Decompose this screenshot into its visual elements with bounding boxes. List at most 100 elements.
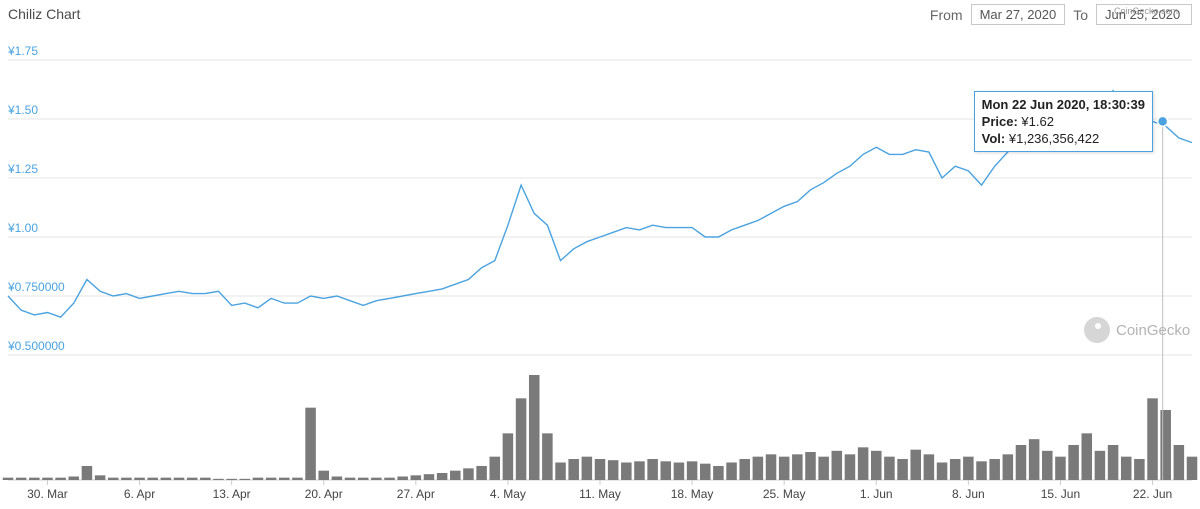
x-tick-label: 4. May xyxy=(490,487,526,501)
volume-bar xyxy=(831,450,843,480)
volume-bar xyxy=(476,466,487,480)
volume-bar xyxy=(581,456,593,480)
to-date-input[interactable]: Jun 25, 2020 xyxy=(1096,4,1192,25)
x-tick-label: 30. Mar xyxy=(27,487,68,501)
volume-bar xyxy=(897,459,908,480)
volume-bar xyxy=(252,477,264,480)
y-tick-label: ¥1.25 xyxy=(7,162,38,176)
volume-bar xyxy=(792,454,803,480)
volume-bar xyxy=(344,477,356,480)
volume-bar xyxy=(884,456,895,480)
volume-bar xyxy=(15,477,27,480)
volume-bar xyxy=(1173,445,1185,480)
volume-bar xyxy=(423,474,435,480)
volume-bar xyxy=(949,459,961,480)
volume-bar xyxy=(1186,456,1198,480)
x-tick-label: 18. May xyxy=(671,487,714,501)
volume-bar xyxy=(1068,445,1079,480)
x-tick-label: 27. Apr xyxy=(397,487,435,501)
tooltip-price-row: Price: ¥1.62 xyxy=(982,113,1145,130)
volume-bar xyxy=(436,473,448,480)
volume-bar xyxy=(226,478,237,480)
volume-bar xyxy=(1160,410,1171,480)
volume-bar xyxy=(107,477,119,480)
volume-bar xyxy=(1015,445,1027,480)
volume-bar xyxy=(186,477,198,480)
volume-bar xyxy=(384,477,395,480)
from-date-input[interactable]: Mar 27, 2020 xyxy=(970,4,1066,25)
watermark-text: CoinGecko xyxy=(1116,321,1191,339)
volume-bar xyxy=(621,462,632,480)
volume-bar xyxy=(647,459,658,480)
volume-bar xyxy=(923,454,935,480)
tooltip-date: Mon 22 Jun 2020, 18:30:39 xyxy=(981,97,1145,113)
volume-bar xyxy=(1107,445,1119,480)
volume-bar xyxy=(94,475,106,480)
credit-link[interactable]: CoinGecko.com xyxy=(1113,6,1178,16)
volume-bar xyxy=(265,477,277,480)
volume-bar xyxy=(160,477,172,480)
x-tick-label: 8. Jun xyxy=(952,487,985,501)
volume-bar xyxy=(778,456,790,480)
volume-bar xyxy=(81,466,93,480)
volume-bar xyxy=(55,477,66,480)
volume-bar xyxy=(818,456,829,480)
x-tick-label: 13. Apr xyxy=(213,487,251,501)
volume-bar xyxy=(1002,454,1014,480)
chart-title: Chiliz Chart xyxy=(8,6,81,22)
volume-bar xyxy=(279,477,290,480)
volume-bar xyxy=(857,447,869,480)
to-label: To xyxy=(1073,6,1088,23)
volume-bar xyxy=(68,476,80,480)
volume-bar xyxy=(1028,439,1040,480)
volume-bar xyxy=(910,449,921,480)
volume-bar xyxy=(594,459,606,480)
volume-bar xyxy=(239,478,251,480)
volume-bar xyxy=(634,461,645,480)
volume-bar xyxy=(173,477,185,480)
volume-bar xyxy=(699,463,711,480)
volume-bar xyxy=(989,459,1000,480)
x-tick-label: 20. Apr xyxy=(305,487,343,501)
volume-bar xyxy=(147,477,158,480)
x-tick-label: 1. Jun xyxy=(860,487,893,501)
volume-bar xyxy=(410,475,422,480)
volume-bar xyxy=(463,468,474,480)
volume-bar xyxy=(213,478,224,480)
y-tick-label: ¥1.50 xyxy=(7,103,38,117)
volume-bar xyxy=(200,477,211,480)
tooltip-vol-label: Vol: xyxy=(981,131,1006,147)
volume-bar xyxy=(29,477,40,480)
volume-bar xyxy=(1134,459,1145,480)
price-tooltip: Mon 22 Jun 2020, 18:30:39 Price: ¥1.62 V… xyxy=(973,91,1153,153)
volume-bar xyxy=(976,461,987,480)
x-tick-label: 15. Jun xyxy=(1041,487,1080,501)
volume-bar xyxy=(357,477,369,480)
volume-bar xyxy=(726,462,737,480)
x-tick-label: 25. May xyxy=(763,487,806,501)
volume-bar xyxy=(502,433,514,480)
volume-bar xyxy=(542,433,553,480)
tooltip-price-label: Price: xyxy=(981,114,1018,130)
volume-bar xyxy=(844,454,856,480)
date-range: From Mar 27, 2020 To Jun 25, 2020 xyxy=(930,4,1192,25)
volume-bar xyxy=(371,477,382,480)
tooltip-vol-value: ¥1,236,356,422 xyxy=(1008,131,1100,147)
volume-bar xyxy=(528,375,540,480)
volume-bar xyxy=(1042,450,1053,480)
volume-bar xyxy=(121,477,132,480)
volume-bar xyxy=(1120,456,1132,480)
coingecko-watermark: CoinGecko xyxy=(1084,317,1190,343)
volume-bar xyxy=(660,461,672,480)
volume-bar xyxy=(739,459,750,480)
volume-bar xyxy=(1147,398,1158,480)
tooltip-price-value: ¥1.62 xyxy=(1021,114,1054,130)
volume-bar xyxy=(397,476,408,480)
x-tick-label: 11. May xyxy=(579,487,621,501)
volume-bar xyxy=(871,450,882,480)
volume-bar xyxy=(607,460,619,480)
x-tick-label: 6. Apr xyxy=(124,487,155,501)
volume-bar xyxy=(1094,450,1106,480)
volume-bar xyxy=(1055,456,1066,480)
